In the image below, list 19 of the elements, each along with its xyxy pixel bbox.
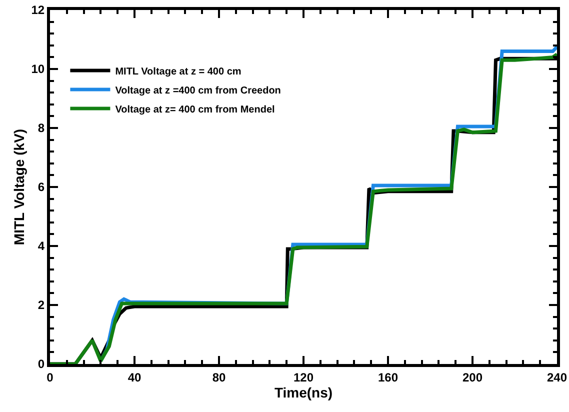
y-axis-title: MITL Voltage (kV): [10, 128, 27, 246]
x-tick-label: 40: [128, 370, 142, 384]
x-axis-title: Time(ns): [274, 384, 333, 400]
legend-label: MITL Voltage at z = 400 cm: [115, 66, 242, 78]
legend-label: Voltage at z =400 cm from Creedon: [115, 85, 281, 96]
y-tick-label: 0: [38, 357, 45, 372]
x-tick-label: 0: [46, 370, 54, 384]
x-tick-label: 200: [462, 370, 483, 384]
x-tick-label: 240: [546, 370, 568, 384]
legend-label: Voltage at z= 400 cm from Mendel: [115, 104, 276, 116]
x-tick-label: 80: [212, 370, 226, 384]
y-tick-label: 6: [38, 180, 45, 194]
y-tick-label: 2: [38, 298, 45, 312]
y-tick-label: 4: [38, 239, 45, 254]
x-tick-label: 120: [293, 370, 314, 384]
y-tick-label: 10: [31, 62, 45, 76]
y-tick-label: 8: [38, 121, 45, 136]
x-tick-label: 160: [378, 370, 398, 384]
y-tick-label: 12: [31, 3, 45, 18]
